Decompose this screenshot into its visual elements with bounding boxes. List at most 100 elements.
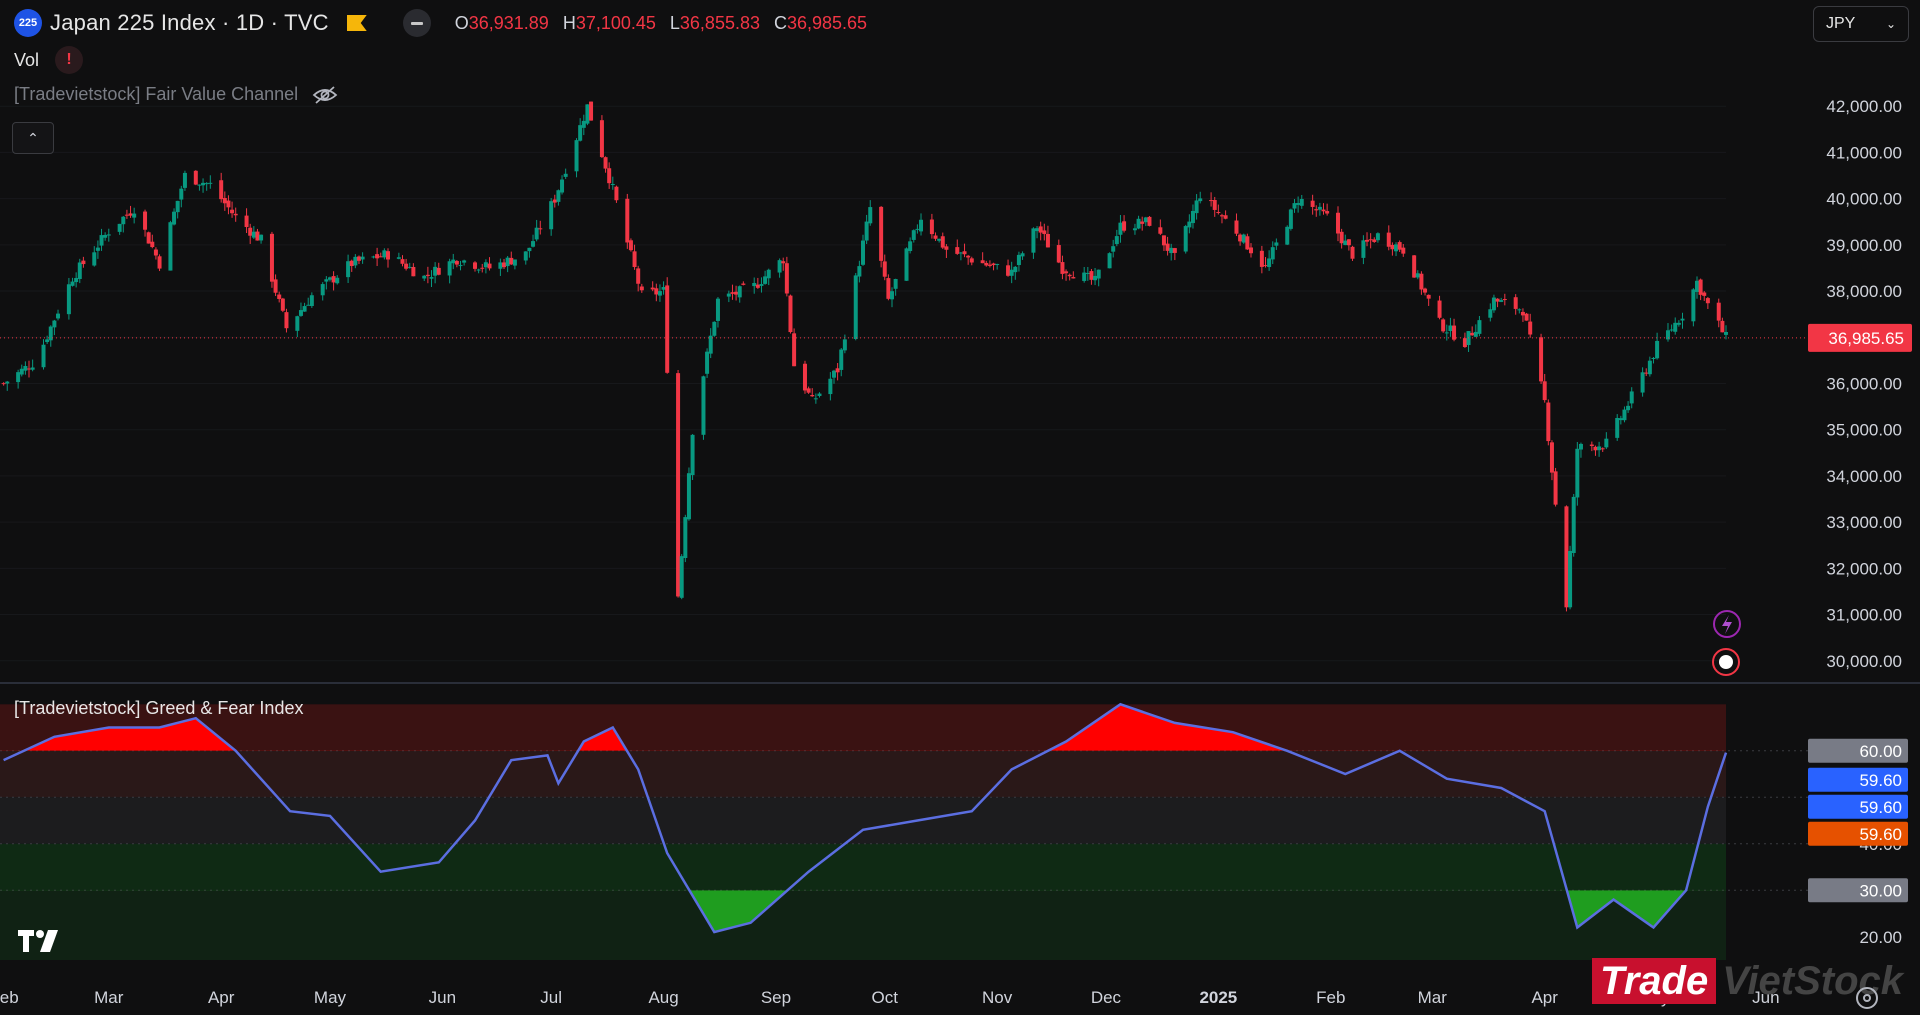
candle[interactable] xyxy=(1187,214,1192,234)
candle[interactable] xyxy=(378,252,383,258)
candle[interactable] xyxy=(1013,265,1018,280)
candle[interactable] xyxy=(1241,233,1246,244)
candle[interactable] xyxy=(890,287,895,308)
candle[interactable] xyxy=(636,265,641,292)
candle[interactable] xyxy=(230,201,235,218)
candle[interactable] xyxy=(1299,194,1304,209)
candle[interactable] xyxy=(908,237,913,254)
candle[interactable] xyxy=(458,260,463,271)
candle[interactable] xyxy=(349,259,354,272)
candle[interactable] xyxy=(853,272,858,341)
candle[interactable] xyxy=(295,315,300,338)
indicator-name[interactable]: [Tradevietstock] Fair Value Channel xyxy=(14,84,299,104)
symbol-badge[interactable]: 225 xyxy=(14,9,42,37)
gear-icon[interactable] xyxy=(1856,987,1878,1009)
candle[interactable] xyxy=(320,282,325,301)
candle[interactable] xyxy=(56,309,61,321)
candle[interactable] xyxy=(208,175,213,189)
candle[interactable] xyxy=(980,252,985,264)
candle[interactable] xyxy=(886,274,891,301)
price-tick-label[interactable]: 32,000.00 xyxy=(1826,559,1902,578)
candle[interactable] xyxy=(1016,251,1021,272)
candle[interactable] xyxy=(269,231,274,288)
candle[interactable] xyxy=(1473,324,1478,337)
candle[interactable] xyxy=(1317,202,1322,216)
candle[interactable] xyxy=(505,255,510,273)
candle[interactable] xyxy=(868,200,873,226)
candle[interactable] xyxy=(1629,387,1634,409)
candle[interactable] xyxy=(1705,296,1710,309)
candle[interactable] xyxy=(1172,247,1177,261)
candle[interactable] xyxy=(1339,228,1344,249)
candle[interactable] xyxy=(95,240,100,259)
candle[interactable] xyxy=(523,251,528,265)
candle[interactable] xyxy=(204,182,209,191)
candle[interactable] xyxy=(400,255,405,267)
candle[interactable] xyxy=(944,244,949,258)
candle[interactable] xyxy=(585,104,590,126)
candle[interactable] xyxy=(1143,216,1148,227)
candle[interactable] xyxy=(639,283,644,293)
candle[interactable] xyxy=(683,514,688,563)
candle[interactable] xyxy=(1314,205,1319,217)
candle[interactable] xyxy=(425,266,430,284)
oscillator-legend[interactable]: [Tradevietstock] Greed & Fear Index xyxy=(14,698,304,718)
candle[interactable] xyxy=(726,290,731,303)
candle[interactable] xyxy=(1604,432,1609,450)
price-tick-label[interactable]: 34,000.00 xyxy=(1826,467,1902,486)
candle[interactable] xyxy=(1136,215,1141,230)
candle[interactable] xyxy=(686,467,691,521)
candle[interactable] xyxy=(665,277,670,374)
volume-label[interactable]: Vol xyxy=(14,49,40,70)
candle[interactable] xyxy=(153,247,158,260)
candle[interactable] xyxy=(1669,324,1674,332)
candle[interactable] xyxy=(560,175,565,195)
oscillator-value-label[interactable]: 59.60 xyxy=(1859,825,1902,844)
candle[interactable] xyxy=(498,258,503,276)
candle[interactable] xyxy=(879,206,884,268)
candle[interactable] xyxy=(92,246,97,267)
candle[interactable] xyxy=(1437,295,1442,320)
candle[interactable] xyxy=(1495,298,1500,308)
candle[interactable] xyxy=(255,228,260,241)
time-tick-label[interactable]: 2025 xyxy=(1199,988,1237,1007)
candle[interactable] xyxy=(1,382,6,386)
candle[interactable] xyxy=(27,360,32,378)
candle[interactable] xyxy=(527,247,532,258)
candle[interactable] xyxy=(1089,268,1094,285)
candle[interactable] xyxy=(1219,213,1224,224)
candle[interactable] xyxy=(1513,294,1518,315)
candle[interactable] xyxy=(1140,216,1145,231)
time-tick-label[interactable]: Jun xyxy=(429,988,456,1007)
candle[interactable] xyxy=(578,118,583,142)
candle[interactable] xyxy=(375,247,380,267)
candle[interactable] xyxy=(777,258,782,278)
candle[interactable] xyxy=(193,170,198,186)
candle[interactable] xyxy=(1597,441,1602,457)
candle[interactable] xyxy=(1644,368,1649,377)
candle[interactable] xyxy=(1122,215,1127,233)
candle[interactable] xyxy=(995,263,1000,270)
candle[interactable] xyxy=(766,268,771,286)
candle[interactable] xyxy=(1491,294,1496,313)
candle[interactable] xyxy=(1647,356,1652,377)
candle[interactable] xyxy=(987,260,992,268)
candle[interactable] xyxy=(360,252,365,264)
candle[interactable] xyxy=(1238,233,1243,246)
candle[interactable] xyxy=(755,277,760,289)
candle[interactable] xyxy=(451,253,456,270)
candle[interactable] xyxy=(933,232,938,241)
price-tick-label[interactable]: 38,000.00 xyxy=(1826,282,1902,301)
candle[interactable] xyxy=(121,216,126,233)
candle[interactable] xyxy=(1009,261,1014,284)
candle[interactable] xyxy=(1365,232,1370,247)
candle[interactable] xyxy=(1245,233,1250,250)
candle[interactable] xyxy=(607,162,612,189)
candle[interactable] xyxy=(1038,221,1043,241)
candle[interactable] xyxy=(1462,332,1467,348)
candle[interactable] xyxy=(462,259,467,266)
candle[interactable] xyxy=(1114,229,1119,247)
candle[interactable] xyxy=(1310,194,1315,215)
candle[interactable] xyxy=(1336,206,1341,242)
candle[interactable] xyxy=(1466,331,1471,352)
